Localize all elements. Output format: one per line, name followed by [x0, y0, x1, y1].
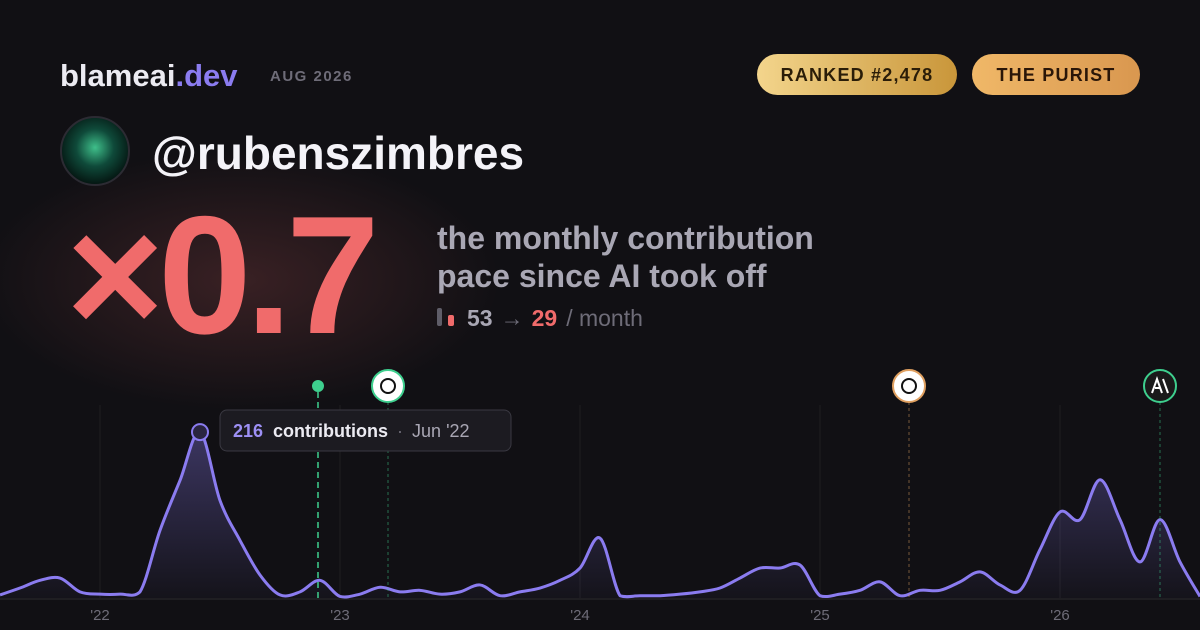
pace-icon: [437, 308, 442, 326]
highlight-ring: [191, 423, 209, 442]
pace-icon: [448, 315, 454, 326]
area-fill: [0, 431, 1200, 598]
tooltip-date: Jun '22: [412, 421, 469, 441]
brand-tld: .dev: [175, 58, 238, 93]
x-tick-label: '22: [90, 607, 110, 624]
event-icon: [892, 369, 926, 403]
glow: [0, 150, 500, 410]
x-tick-label: '25: [810, 607, 830, 624]
event-glyph: [1151, 376, 1169, 394]
avatar: [60, 116, 130, 186]
brand: blameai.dev: [60, 58, 238, 93]
pace-before: 53: [467, 305, 493, 331]
rank-badge: [757, 54, 957, 95]
tooltip: [219, 409, 512, 452]
rank-text: RANKED #2,478: [781, 65, 934, 85]
pace-unit: / month: [566, 305, 643, 331]
tooltip-text: 216 contributions · Jun '22: [233, 421, 470, 441]
pace-after: 29: [532, 305, 558, 331]
handle: @rubenszimbres: [152, 127, 524, 179]
date: AUG 2026: [270, 68, 353, 85]
chart: '22 '23 '24 '25 '26: [0, 405, 1200, 624]
event-glyph: [380, 378, 396, 394]
description-line: pace since AI took off: [437, 258, 767, 294]
pace: 53 → 29 / month: [467, 305, 643, 331]
x-tick-label: '24: [570, 607, 590, 624]
brand-name: blameai: [60, 58, 175, 93]
type-badge: [972, 54, 1140, 95]
type-text: THE PURIST: [996, 65, 1115, 85]
multiplier: ×0.7: [66, 181, 374, 369]
event-glyph: [901, 378, 917, 394]
tooltip-label: contributions: [273, 421, 388, 441]
x-tick-label: '23: [330, 607, 350, 624]
event-dot: [312, 380, 324, 392]
event-icon: [371, 369, 405, 403]
pace-arrow: →: [501, 305, 524, 331]
tooltip-separator: ·: [397, 421, 403, 441]
description-line: the monthly contribution: [437, 220, 814, 256]
tooltip-value: 216: [233, 421, 263, 441]
x-tick-label: '26: [1050, 607, 1070, 624]
